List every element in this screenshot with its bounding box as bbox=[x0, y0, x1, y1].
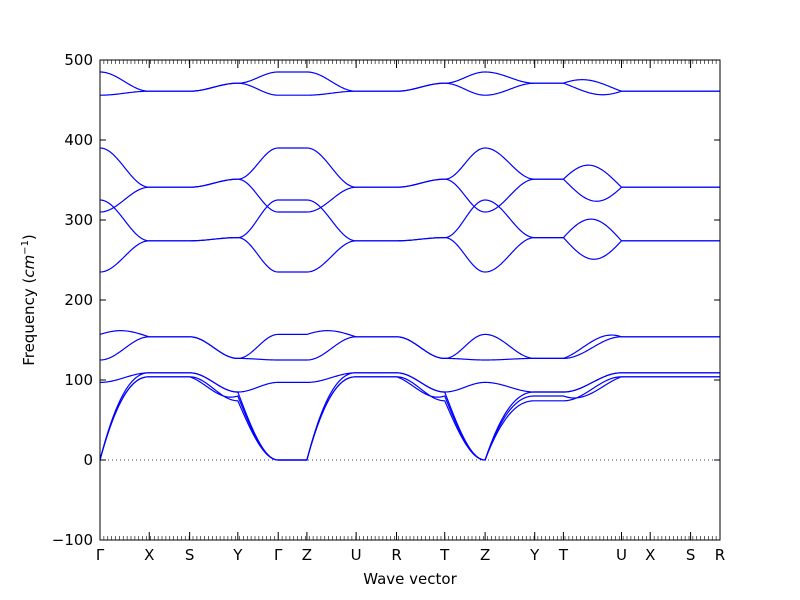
band-line-6 bbox=[99, 330, 720, 360]
x-tick-label: U bbox=[616, 546, 627, 564]
y-tick-label: 400 bbox=[64, 131, 93, 149]
x-tick-label: T bbox=[439, 546, 450, 564]
y-tick-label: 300 bbox=[64, 211, 93, 229]
y-axis-title-exponent: −1 bbox=[20, 240, 31, 255]
x-tick-label: Γ bbox=[274, 546, 283, 564]
x-tick-label: S bbox=[686, 546, 696, 564]
y-tick-label: 0 bbox=[83, 451, 93, 469]
x-tick-label: X bbox=[144, 546, 154, 564]
x-tick-label: X bbox=[645, 546, 655, 564]
x-tick-label: Y bbox=[232, 546, 243, 564]
x-tick-label: R bbox=[715, 546, 725, 564]
x-tick-label: U bbox=[351, 546, 362, 564]
band-lines bbox=[99, 71, 720, 461]
x-tick-label: T bbox=[558, 546, 569, 564]
band-line-8 bbox=[99, 199, 720, 242]
y-tick-label: 100 bbox=[64, 371, 93, 389]
band-line-2 bbox=[99, 376, 720, 461]
y-axis-title-close: ) bbox=[20, 234, 38, 240]
x-tick-label: Γ bbox=[96, 546, 105, 564]
band-line-10 bbox=[99, 147, 720, 188]
x-tick-label: R bbox=[391, 546, 401, 564]
y-axis: −100 0 100 200 300 400 500 bbox=[52, 51, 720, 549]
y-axis-title: Frequency (cm−1) bbox=[20, 234, 38, 366]
x-tick-label: S bbox=[185, 546, 195, 564]
y-tick-label: −100 bbox=[52, 531, 93, 549]
y-tick-label: 200 bbox=[64, 291, 93, 309]
plot-area bbox=[99, 59, 721, 541]
band-line-12 bbox=[99, 71, 720, 92]
y-axis-title-text: Frequency ( bbox=[20, 278, 38, 366]
y-axis-title-unit: cm bbox=[20, 255, 38, 278]
band-line-4 bbox=[99, 372, 720, 393]
y-tick-label: 500 bbox=[64, 51, 93, 69]
x-tick-label: Z bbox=[302, 546, 312, 564]
x-axis-title: Wave vector bbox=[363, 570, 457, 588]
x-tick-label: Z bbox=[480, 546, 490, 564]
x-tick-label: Y bbox=[529, 546, 540, 564]
